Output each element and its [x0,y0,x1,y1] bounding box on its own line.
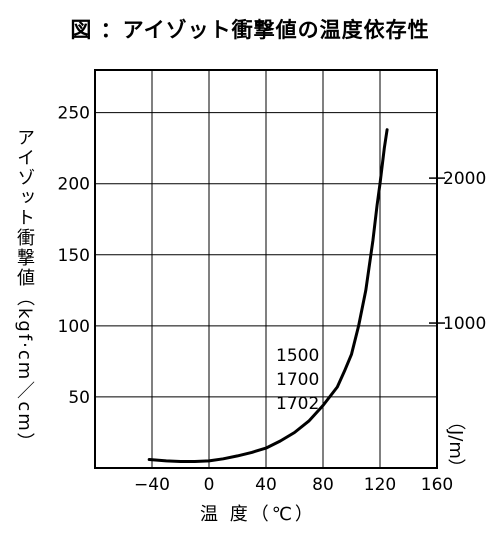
chart-title: 図 ：アイゾット衝撃値の温度依存性 [70,18,430,42]
y-tick-label-2: 150 [58,246,90,266]
annotation-1500: 1500 [276,346,320,366]
annotation-1700: 1700 [276,370,320,390]
x-tick-label-3: 80 [312,475,334,495]
x-tick-label-0: −40 [134,475,170,495]
grid [95,70,437,468]
series-lines [147,128,389,463]
y2-tick-label-1: 2000 [443,169,486,189]
x-tick-label-4: 120 [364,475,396,495]
y2-axis-label: （J/m） [445,412,466,477]
y-axis-label: アイゾット衝撃値（kgf·cm／cm） [14,128,35,453]
y-tick-label-3: 200 [58,175,90,195]
grade-annotations: 1500 1700 1702 [276,344,319,416]
ticks: −40 0 40 80 120 160 50 100 150 200 250 1000 2000 [58,104,487,495]
annotation-1702: 1702 [276,394,320,414]
y2-tick-label-0: 1000 [443,314,486,334]
x-tick-label-1: 0 [204,475,215,495]
series-line-0 [147,128,389,463]
x-tick-label-5: 160 [421,475,453,495]
y-tick-label-0: 50 [68,388,90,408]
y-tick-label-4: 250 [58,104,90,124]
y-tick-label-1: 100 [58,317,90,337]
x-axis-label: 温 度（℃） [200,504,316,525]
x-tick-label-2: 40 [255,475,277,495]
